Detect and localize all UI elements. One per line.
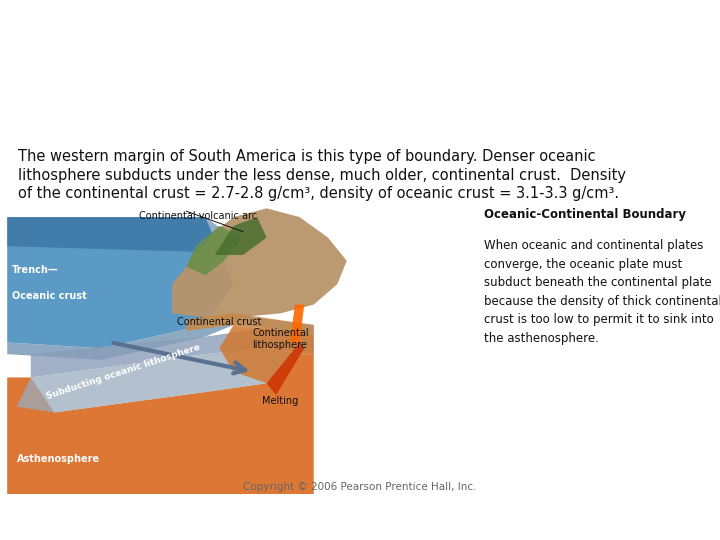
Text: Continental
lithosphere: Continental lithosphere (253, 328, 309, 350)
Polygon shape (31, 328, 314, 377)
Text: of the continental crust = 2.7-2.8 g/cm³, density of oceanic crust = 3.1-3.3 g/c: of the continental crust = 2.7-2.8 g/cm³… (18, 186, 619, 201)
Text: Continental crust: Continental crust (177, 317, 261, 327)
Polygon shape (186, 226, 243, 275)
Text: Oceanic crust: Oceanic crust (12, 291, 86, 301)
Text: lithosphere subducts under the less dense, much older, continental crust.  Densi: lithosphere subducts under the less dens… (18, 167, 626, 183)
Polygon shape (266, 342, 305, 395)
Polygon shape (215, 217, 266, 255)
Text: Copyright © 2006 Pearson Prentice Hall, Inc.: Copyright © 2006 Pearson Prentice Hall, … (243, 482, 477, 492)
Polygon shape (7, 354, 314, 494)
Text: Asthenosphere: Asthenosphere (17, 454, 100, 464)
Text: Melting: Melting (262, 396, 298, 406)
Polygon shape (186, 313, 314, 334)
Polygon shape (7, 217, 233, 252)
Polygon shape (172, 208, 347, 319)
Text: Continental volcanic arc: Continental volcanic arc (139, 211, 257, 221)
Polygon shape (290, 305, 305, 342)
Text: Subducting oceanic lithosphere: Subducting oceanic lithosphere (45, 342, 201, 401)
Text: Oceanic-Continental Boundary: Oceanic-Continental Boundary (484, 208, 685, 221)
Polygon shape (7, 313, 314, 360)
Polygon shape (17, 348, 300, 413)
Text: The western margin of South America is this type of boundary. Denser oceanic: The western margin of South America is t… (18, 149, 595, 164)
Text: 1) Oceanic-Continent: 1) Oceanic-Continent (198, 93, 522, 122)
Text: Types of Convergent Plate Boundaries: Types of Convergent Plate Boundaries (70, 30, 650, 58)
Text: When oceanic and continental plates
converge, the oceanic plate must
subduct ben: When oceanic and continental plates conv… (484, 239, 720, 345)
Text: Trench—: Trench— (12, 265, 58, 274)
Polygon shape (7, 217, 233, 348)
Polygon shape (220, 325, 314, 383)
